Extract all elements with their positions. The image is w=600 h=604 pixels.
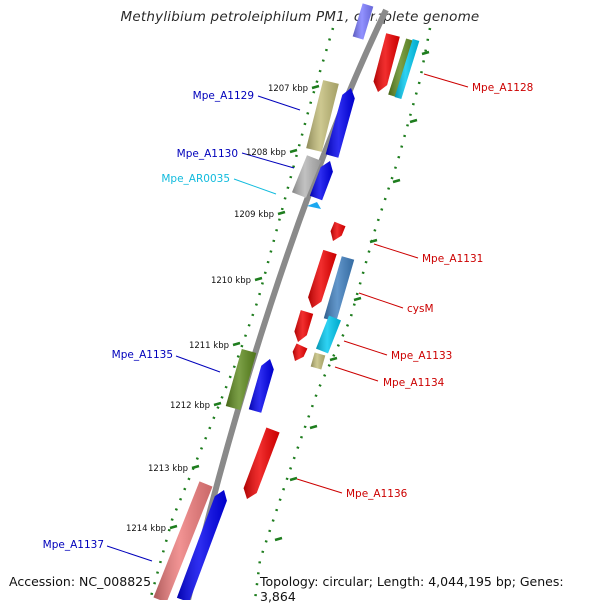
gene-features <box>153 3 420 600</box>
gene-label[interactable]: Mpe_A1134 <box>383 377 445 389</box>
gene-mpe-ar0035[interactable] <box>307 202 321 209</box>
gene-label[interactable]: Mpe_A1137 <box>43 539 104 551</box>
gene-label-leader <box>373 243 419 259</box>
gene-shading <box>373 33 400 92</box>
gene-shading <box>243 427 280 499</box>
scale-tick-mark <box>353 296 362 302</box>
gene-mpe-a1136[interactable] <box>243 427 280 500</box>
gene-label[interactable]: cysM <box>407 303 434 315</box>
gene-mpe-a1129-olive[interactable] <box>306 80 339 152</box>
kbp-tick-mark <box>289 148 298 154</box>
gene-label[interactable]: Mpe_A1136 <box>346 488 408 500</box>
gene-shading <box>248 359 274 413</box>
scale-tick-mark <box>409 118 418 124</box>
gene-mpe-a1135[interactable] <box>248 359 274 413</box>
gene-label-leader <box>257 95 301 111</box>
scale-tick-mark <box>392 178 401 184</box>
gene-label[interactable]: Mpe_AR0035 <box>161 173 230 185</box>
gene-mpe-a1133b[interactable] <box>292 343 308 362</box>
gene-shading <box>306 80 339 152</box>
gene-shading <box>176 490 227 600</box>
scale-tick-mark <box>309 424 318 430</box>
gene-label[interactable]: Mpe_A1131 <box>422 253 483 265</box>
gene-shading <box>225 349 257 410</box>
scale-tick-mark <box>274 536 283 542</box>
gene-label[interactable]: Mpe_A1133 <box>391 350 452 362</box>
kbp-label: 1207 kbp <box>268 84 308 94</box>
scale-tick-mark <box>329 356 338 362</box>
gene-mpe-a1131[interactable] <box>330 221 346 241</box>
gene-shading <box>394 39 420 99</box>
gene-mpe-a1137[interactable] <box>176 490 227 600</box>
gene-mpe-a1128[interactable] <box>373 33 400 92</box>
kbp-tick-mark <box>311 84 320 90</box>
gene-shading <box>310 352 326 370</box>
dotted-guide-tracks <box>148 27 432 600</box>
kbp-label: 1209 kbp <box>234 210 274 220</box>
gene-red-mid[interactable] <box>308 249 337 308</box>
gene-label[interactable]: Mpe_A1130 <box>177 148 238 160</box>
scale-tick-mark <box>421 50 430 56</box>
gene-shading <box>330 221 346 241</box>
gene-shading <box>325 88 355 158</box>
gene-label[interactable]: Mpe_A1129 <box>193 90 254 102</box>
map-title: Methylibium petroleiphilum PM1, complete… <box>120 9 480 25</box>
gene-partial-top[interactable] <box>352 3 374 40</box>
kbp-tick-mark <box>213 401 222 407</box>
scale-tick-mark <box>369 238 378 244</box>
kbp-label: 1210 kbp <box>211 276 251 286</box>
gene-label-leader <box>106 545 153 562</box>
kbp-label: 1213 kbp <box>148 464 188 474</box>
kbp-tick-mark <box>277 210 286 216</box>
gene-label-leader <box>423 73 469 88</box>
gene-shading <box>153 481 213 600</box>
gene-label-leader <box>334 366 379 382</box>
kbp-label: 1208 kbp <box>246 148 286 158</box>
gene-shading <box>309 161 333 201</box>
gene-mpe-a1130[interactable] <box>309 161 333 201</box>
gene-mpe-a1137-pink[interactable] <box>153 481 213 600</box>
gene-shading <box>352 3 374 40</box>
gene-cyan-mid[interactable] <box>316 315 341 354</box>
gene-shading <box>294 310 314 342</box>
kbp-scale-labels: 1207 kbp 1208 kbp 1209 kbp 1210 kbp 1211 kbp… <box>126 84 308 534</box>
kbp-tick-mark <box>232 341 241 347</box>
gene-cysm[interactable] <box>323 256 355 322</box>
kbp-label: 1211 kbp <box>189 341 229 351</box>
gene-mpe-a1134[interactable] <box>310 352 326 370</box>
gene-label-leader <box>175 355 221 373</box>
gene-label-leader <box>343 340 388 356</box>
kbp-label: 1212 kbp <box>170 401 210 411</box>
kbp-tick-mark <box>191 464 200 470</box>
gene-label[interactable]: Mpe_A1135 <box>112 349 173 361</box>
scale-tick-mark <box>289 476 298 482</box>
gene-mpe-a1135-green[interactable] <box>225 349 257 410</box>
gene-label-leader <box>241 152 295 169</box>
gene-label-leader <box>296 478 343 494</box>
gene-shading <box>292 155 321 198</box>
gene-mpe-a1129[interactable] <box>325 88 355 158</box>
gene-labels: Mpe_A1128 Mpe_A1129 Mpe_A1130 Mpe_AR0035 Mpe… <box>43 73 533 562</box>
accession-text: Accession: NC_008825 <box>9 574 152 589</box>
kbp-tick-mark <box>254 276 263 282</box>
gene-shading <box>308 249 337 308</box>
gene-shading <box>316 315 341 354</box>
gene-shading <box>323 256 355 322</box>
gene-label-leader <box>358 292 404 309</box>
gene-mpe-a1133[interactable] <box>294 310 314 342</box>
gene-mpe-a1130-gray[interactable] <box>292 155 321 198</box>
gene-label[interactable]: Mpe_A1128 <box>472 82 533 94</box>
gene-cyan-segment[interactable] <box>394 39 420 99</box>
backbone-inner-strand <box>179 9 381 600</box>
gene-shading <box>292 343 308 361</box>
kbp-tick-mark <box>169 524 178 530</box>
kbp-label: 1214 kbp <box>126 524 166 534</box>
gene-label-leader <box>233 178 277 195</box>
